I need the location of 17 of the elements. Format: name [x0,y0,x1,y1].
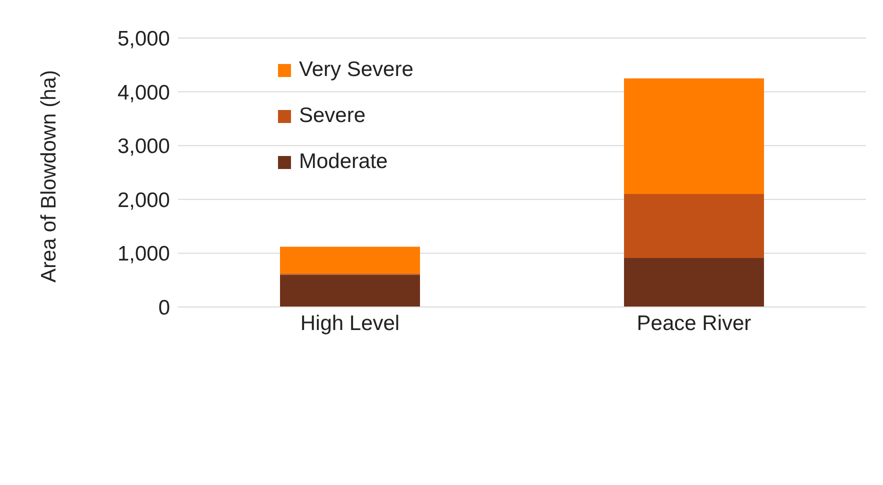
legend-label: Very Severe [299,58,414,82]
y-tick-label: 2,000 [117,188,170,212]
y-axis-title: Area of Blowdown (ha) [37,70,60,282]
bar [624,258,764,307]
legend-label: Severe [299,104,366,128]
x-tick-label: Peace River [636,312,752,335]
y-tick-label: 0 [158,296,170,320]
bar [624,194,764,258]
y-tick-label: 5,000 [117,27,170,50]
bar [280,274,420,307]
y-tick-label: 3,000 [117,135,170,158]
x-tick-label: High Level [300,312,400,335]
y-tick-label: 1,000 [117,242,170,266]
bar [280,246,420,274]
legend-label: Moderate [299,150,388,174]
bar [624,78,764,194]
y-tick-label: 4,000 [117,81,170,104]
